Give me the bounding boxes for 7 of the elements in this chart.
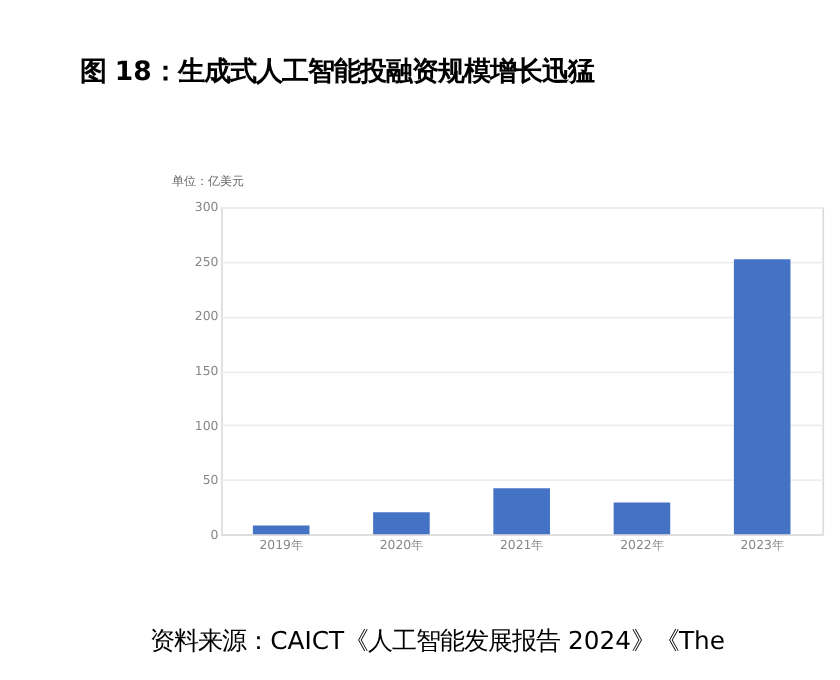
bar (733, 259, 791, 535)
bar (493, 488, 550, 535)
chart-title: 图 18：生成式人工智能投融资规模增长迅猛 (79, 55, 594, 88)
bar (373, 512, 430, 535)
text: 资料来源：CAICT《人工智能发展报告 2024》《The (150, 627, 725, 656)
bar (613, 502, 671, 535)
bar (252, 525, 310, 535)
